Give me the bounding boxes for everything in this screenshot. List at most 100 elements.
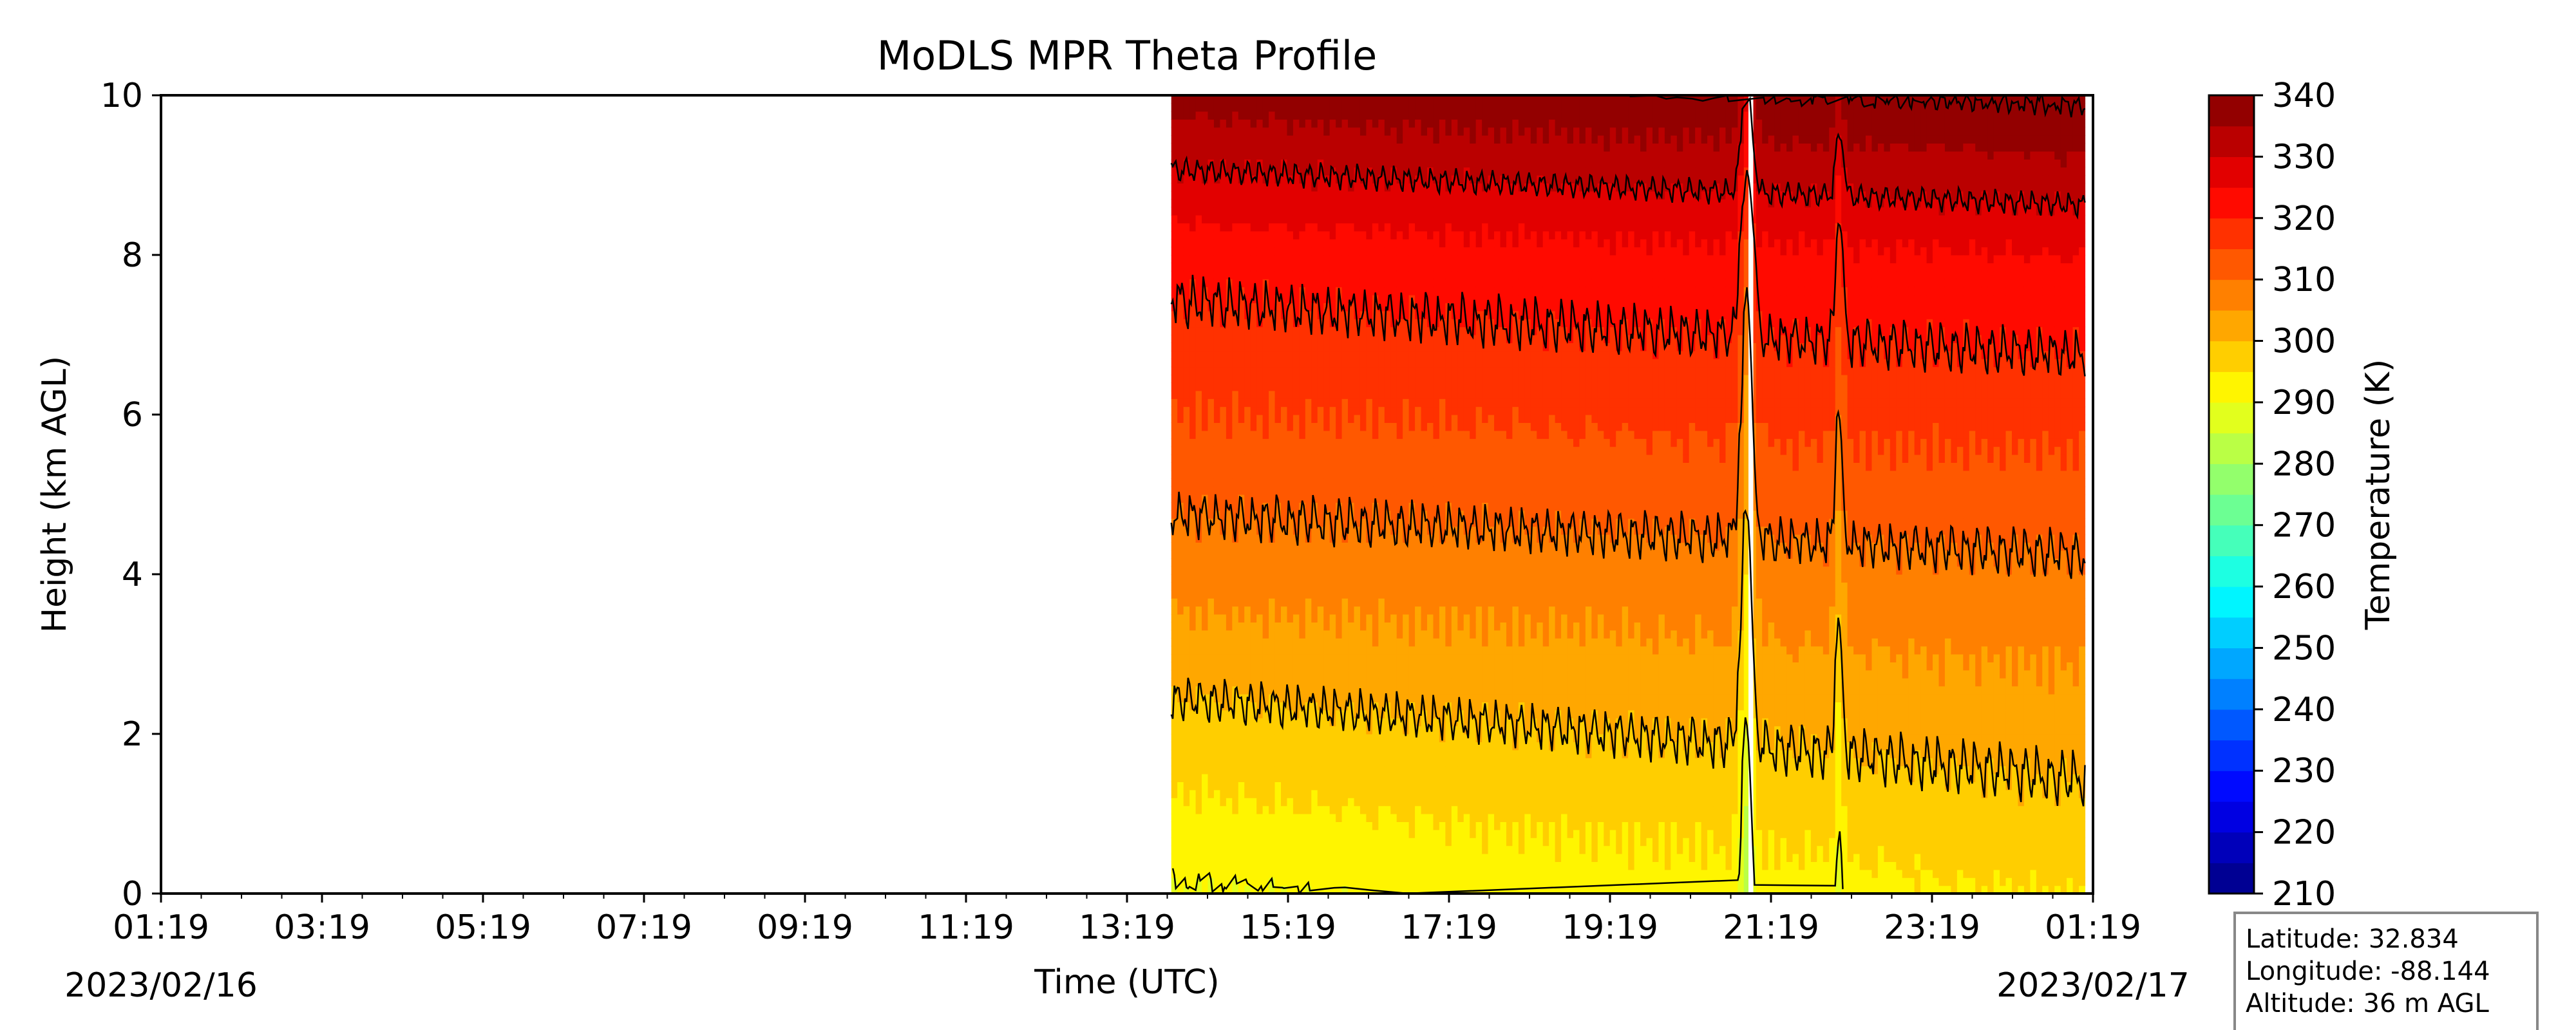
heatmap-cell [1196,662,1202,670]
heatmap-cell [1403,574,1409,583]
heatmap-cell [1220,846,1226,854]
heatmap-cell [1220,127,1226,136]
heatmap-cell [1196,590,1202,599]
heatmap-cell [1220,135,1226,144]
heatmap-cell [1348,454,1354,463]
heatmap-cell [1397,861,1403,870]
heatmap-cell [1403,431,1409,439]
heatmap-cell [1445,279,1452,287]
heatmap-cell [1318,335,1324,343]
heatmap-cell [1305,454,1312,463]
heatmap-cell [1348,447,1354,455]
heatmap-cell [1415,702,1421,710]
heatmap-cell [1427,478,1434,487]
heatmap-cell [1202,527,1208,535]
heatmap-cell [1354,854,1361,862]
heatmap-cell [1366,279,1372,287]
heatmap-cell [1336,478,1342,487]
heatmap-cell [1232,263,1238,271]
heatmap-cell [1348,806,1354,814]
heatmap-cell [1470,558,1476,566]
heatmap-cell [1238,638,1245,646]
heatmap-cell [1171,606,1178,615]
heatmap-cell [1311,223,1318,231]
heatmap-cell [1226,199,1233,207]
heatmap-cell [1421,678,1428,686]
heatmap-cell [1263,255,1269,263]
heatmap-cell [1318,478,1324,487]
heatmap-cell [1464,614,1470,623]
heatmap-cell [1403,359,1409,367]
heatmap-cell [1427,502,1434,510]
heatmap-cell [1433,135,1439,144]
heatmap-cell [1323,351,1330,359]
heatmap-cell [1281,646,1287,655]
heatmap-cell [1372,239,1379,247]
heatmap-cell [1464,678,1470,686]
heatmap-cell [1452,806,1458,814]
heatmap-cell [1305,830,1312,838]
heatmap-cell [1208,838,1215,846]
heatmap-cell [1433,255,1439,263]
heatmap-cell [1238,558,1245,566]
heatmap-cell [1378,662,1385,670]
heatmap-cell [1251,646,1257,655]
heatmap-cell [1232,351,1238,359]
heatmap-cell [1403,846,1409,854]
heatmap-cell [1171,614,1178,623]
heatmap-cell [1360,415,1367,423]
heatmap-cell [1208,646,1215,655]
heatmap-cell [1330,806,1336,814]
heatmap-cell [1287,391,1293,399]
heatmap-cell [1318,670,1324,679]
heatmap-cell [1251,590,1257,599]
heatmap-cell [1427,582,1434,590]
heatmap-cell [1409,191,1416,200]
heatmap-cell [1287,478,1293,487]
heatmap-cell [1275,630,1282,639]
heatmap-cell [1208,821,1215,830]
heatmap-cell [1403,487,1409,495]
heatmap-cell [1342,255,1349,263]
heatmap-cell [1208,447,1215,455]
heatmap-cell [1445,462,1452,471]
heatmap-cell [1269,742,1275,750]
heatmap-cell [1251,454,1257,463]
heatmap-cell [1378,686,1385,695]
heatmap-cell [1184,814,1190,822]
heatmap-cell [1244,590,1251,599]
heatmap-cell [1305,335,1312,343]
heatmap-cell [1421,135,1428,144]
heatmap-cell [1251,877,1257,886]
heatmap-cell [1457,614,1464,623]
heatmap-cell [1256,462,1263,471]
heatmap-cell [1366,614,1372,623]
heatmap-cell [1378,877,1385,886]
heatmap-cell [1342,375,1349,383]
heatmap-cell [1256,119,1263,127]
heatmap-cell [1464,207,1470,216]
heatmap-cell [1457,774,1464,782]
heatmap-cell [1330,382,1336,391]
heatmap-cell [1311,215,1318,223]
heatmap-cell [1232,247,1238,256]
heatmap-cell [1208,279,1215,287]
heatmap-cell [1299,758,1305,766]
heatmap-cell [1348,199,1354,207]
heatmap-cell [1342,502,1349,510]
heatmap-cell [1189,606,1196,615]
heatmap-cell [1256,375,1263,383]
heatmap-cell [1439,566,1446,575]
heatmap-cell [1220,199,1226,207]
heatmap-cell [1372,527,1379,535]
heatmap-cell [1427,558,1434,566]
heatmap-cell [1457,638,1464,646]
heatmap-cell [1184,798,1190,806]
heatmap-cell [1318,247,1324,256]
heatmap-cell [1184,582,1190,590]
heatmap-cell [1287,558,1293,566]
heatmap-cell [1299,630,1305,639]
heatmap-cell [1177,311,1184,319]
heatmap-cell [1464,151,1470,160]
heatmap-cell [1189,861,1196,870]
